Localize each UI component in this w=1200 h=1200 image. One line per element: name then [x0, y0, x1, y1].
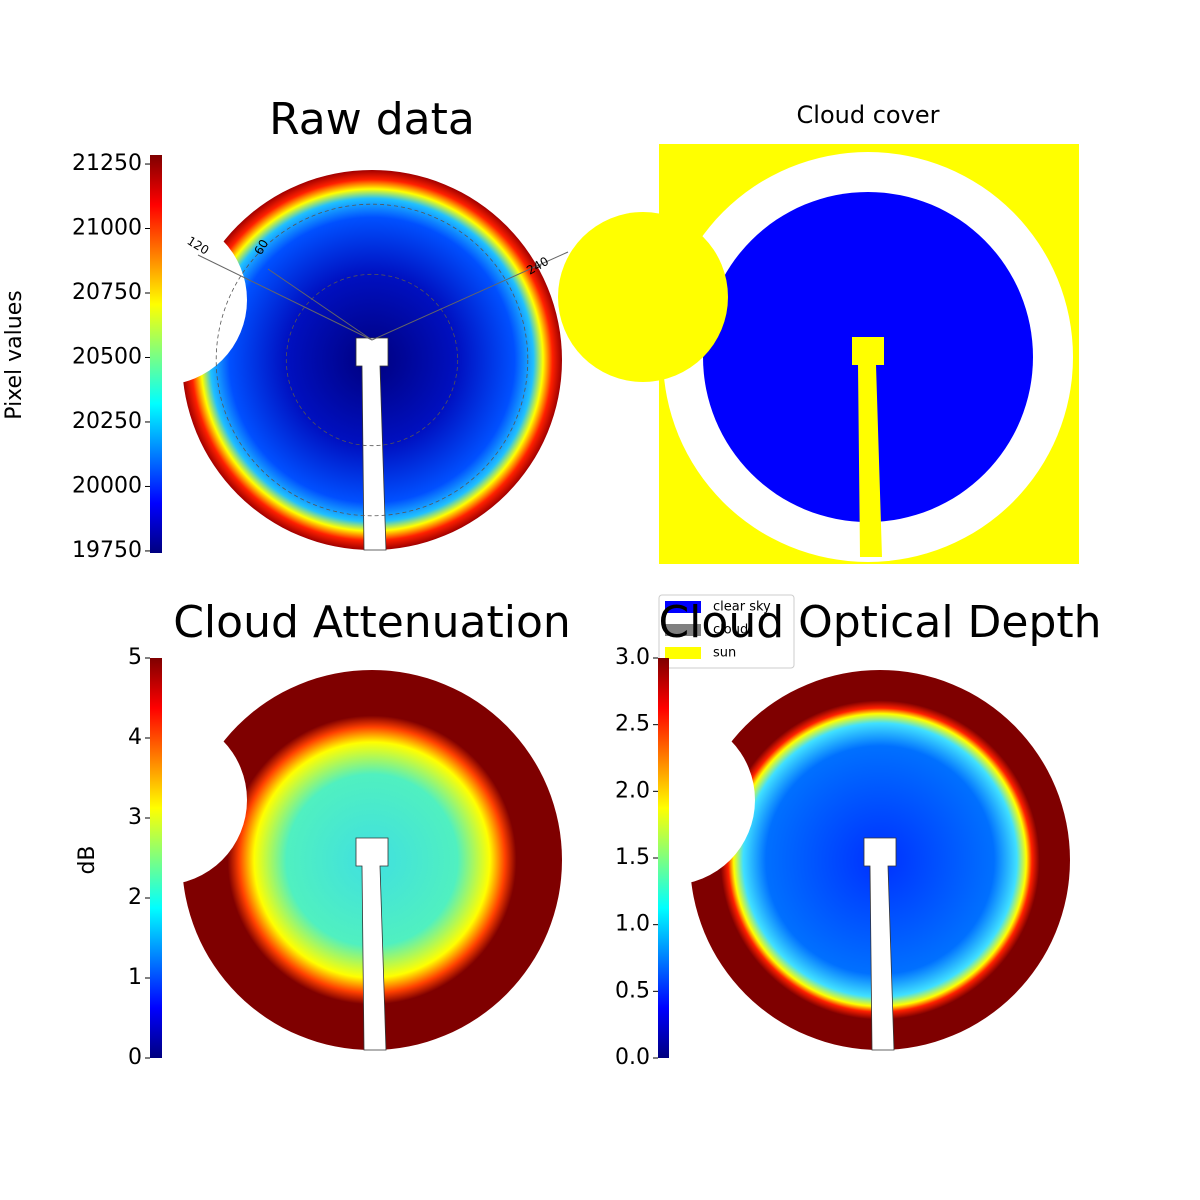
panel-title: Cloud Optical Depth: [658, 597, 1101, 648]
colorbar-tick-label: 21250: [72, 151, 142, 176]
obstruction: [585, 715, 755, 885]
mast: [355, 337, 389, 551]
legend-swatch: [665, 624, 701, 636]
polar-spoke: [267, 268, 373, 341]
polar-label: 60: [252, 237, 272, 257]
panel-title: Raw data: [269, 94, 475, 145]
cutoff: [685, 1055, 1075, 1085]
panel-title: Cloud cover: [797, 101, 940, 129]
polar-grid: [215, 203, 529, 517]
legend-swatch: [665, 601, 701, 613]
colorbar-tick-label: 20500: [72, 344, 142, 369]
colorbar-tick-label: 21000: [72, 216, 142, 241]
cutoff: [177, 555, 567, 585]
panel: clear sky cloud sun: [558, 144, 1079, 669]
legend-label: cloud: [713, 623, 748, 638]
colorbar-tick-label: 2: [128, 885, 142, 910]
colorbar: [150, 658, 162, 1058]
colorbar-tick-label: 5: [128, 645, 142, 670]
colorbar-tick-label: 0.0: [615, 1045, 650, 1070]
colorbar: [658, 658, 669, 1058]
polar-spoke: [197, 254, 373, 341]
panel: 120 6024019750200002025020500207502100021…: [2, 151, 569, 585]
colorbar-tick-label: 20000: [72, 473, 142, 498]
colorbar-tick-label: 0.5: [615, 978, 650, 1003]
colorbar-tick-label: 1.5: [615, 845, 650, 870]
obstruction: [558, 212, 728, 382]
colorbar-tick-label: 20250: [72, 409, 142, 434]
colorbar-tick-label: 1: [128, 965, 142, 990]
legend-swatch: [665, 647, 701, 659]
mast: [355, 837, 389, 1051]
cutoff: [177, 1055, 567, 1085]
colorbar-label: dB: [75, 845, 100, 874]
legend-label: clear sky: [713, 600, 771, 615]
colorbar-label: Pixel values: [2, 290, 27, 419]
legend-label: sun: [713, 646, 736, 661]
mast: [863, 837, 897, 1051]
colorbar-tick-label: 2.5: [615, 712, 650, 737]
colorbar-tick-label: 2.0: [615, 778, 650, 803]
panel-title: Cloud Attenuation: [173, 597, 571, 648]
colorbar-tick-label: 0: [128, 1045, 142, 1070]
panel: 0 1 2 3 4 5 dB: [75, 645, 567, 1085]
colorbar-tick-label: 3: [128, 805, 142, 830]
panel: 0.0 0.5 1.0 1.5 2.0 2.5 3.0: [585, 645, 1075, 1085]
colorbar-tick-label: 3.0: [615, 645, 650, 670]
colorbar-tick-label: 1.0: [615, 912, 650, 937]
colorbar: [150, 155, 162, 553]
colorbar-tick-label: 20750: [72, 280, 142, 305]
polar-grid: [285, 273, 459, 447]
sun-mast: [852, 337, 884, 557]
polar-spoke: [371, 251, 569, 341]
colorbar-tick-label: 4: [128, 725, 142, 750]
colorbar-tick-label: 19750: [72, 538, 142, 563]
